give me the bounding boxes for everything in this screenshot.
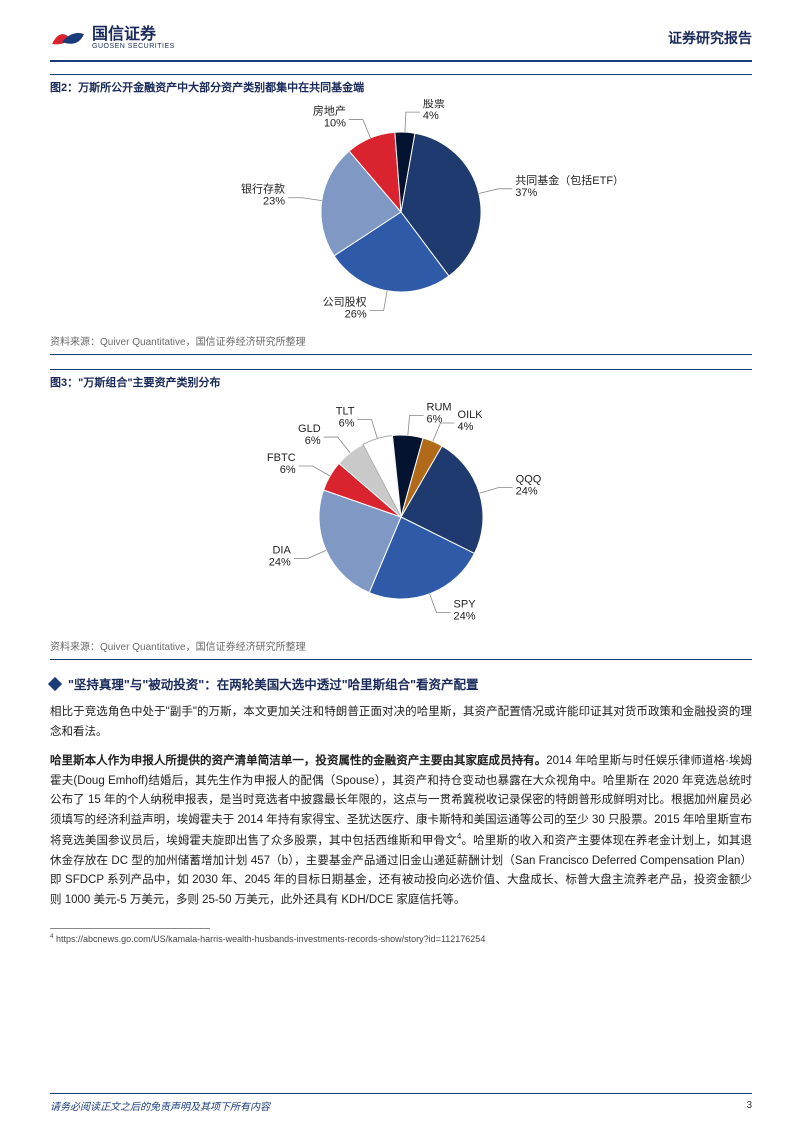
figure-3-block: 图3："万斯组合"主要资产类别分布 QQQ24% SPY24% DIA24% FBTC… [50, 369, 752, 660]
svg-text:DIA24%: DIA24% [269, 544, 292, 568]
company-logo-block: 国信证券 GUOSEN SECURITIES [50, 24, 175, 52]
footnote-divider [50, 928, 210, 929]
svg-text:公司股权26%: 公司股权26% [323, 295, 367, 320]
figure-2-title: 图2：万斯所公开金融资产中大部分资产类别都集中在共同基金端 [50, 79, 752, 95]
svg-text:股票4%: 股票4% [423, 99, 445, 122]
paragraph-2: 哈里斯本人作为申报人所提供的资产清单简洁单一，投资属性的金融资产主要由其家庭成员… [50, 752, 752, 910]
footnote-text: https://abcnews.go.com/US/kamala-harris-… [56, 934, 485, 944]
section-heading-row: "坚持真理"与"被动投资"：在两轮美国大选中透过"哈里斯组合"看资产配置 [50, 674, 752, 693]
svg-text:共同基金（包括ETF）37%: 共同基金（包括ETF）37% [515, 173, 624, 199]
svg-text:SPY24%: SPY24% [454, 599, 477, 623]
svg-text:房地产10%: 房地产10% [313, 104, 346, 130]
figure-3-source: 资料来源：Quiver Quantitative，国信证券经济研究所整理 [50, 638, 752, 653]
svg-text:TLT6%: TLT6% [336, 405, 355, 429]
figure-2-chart: 共同基金（包括ETF）37% 公司股权26% 银行存款23% 房地产10% 股票4% [50, 99, 752, 329]
svg-text:FBTC6%: FBTC6% [267, 452, 296, 476]
page-number: 3 [746, 1100, 752, 1111]
figure-3-title: 图3："万斯组合"主要资产类别分布 [50, 374, 752, 390]
figure-2-block: 图2：万斯所公开金融资产中大部分资产类别都集中在共同基金端 共同基金（包括ETF… [50, 74, 752, 355]
svg-text:RUM6%: RUM6% [427, 401, 452, 425]
paragraph-2-body: 2014 年哈里斯与时任娱乐律师道格·埃姆霍夫(Doug Emhoff)结婚后，… [50, 755, 752, 847]
company-name-cn: 国信证券 [92, 27, 175, 43]
company-name-en: GUOSEN SECURITIES [92, 43, 175, 50]
footnote-4: 4 https://abcnews.go.com/US/kamala-harri… [50, 933, 752, 944]
report-type: 证券研究报告 [668, 28, 752, 48]
page-footer: 请务必阅读正文之后的免责声明及其项下所有内容 3 [50, 1093, 752, 1113]
svg-text:OILK4%: OILK4% [458, 409, 484, 433]
logo-icon [50, 24, 86, 52]
section-heading: "坚持真理"与"被动投资"：在两轮美国大选中透过"哈里斯组合"看资产配置 [68, 674, 479, 693]
paragraph-2-lead: 哈里斯本人作为申报人所提供的资产清单简洁单一，投资属性的金融资产主要由其家庭成员… [50, 755, 546, 767]
page-header: 国信证券 GUOSEN SECURITIES 证券研究报告 [0, 0, 802, 60]
svg-text:银行存款23%: 银行存款23% [241, 182, 285, 208]
footnote-marker: 4 [50, 933, 54, 940]
svg-text:GLD6%: GLD6% [298, 423, 321, 447]
diamond-bullet-icon [48, 676, 62, 690]
svg-text:QQQ24%: QQQ24% [516, 474, 542, 498]
paragraph-1: 相比于竞选角色中处于"副手"的万斯，本文更加关注和特朗普正面对决的哈里斯，其资产… [50, 703, 752, 742]
figure-3-chart: QQQ24% SPY24% DIA24% FBTC6%GLD6% TLT6% RUM6%O… [50, 394, 752, 634]
footer-disclaimer: 请务必阅读正文之后的免责声明及其项下所有内容 [50, 1098, 270, 1113]
figure-2-source: 资料来源：Quiver Quantitative，国信证券经济研究所整理 [50, 333, 752, 348]
